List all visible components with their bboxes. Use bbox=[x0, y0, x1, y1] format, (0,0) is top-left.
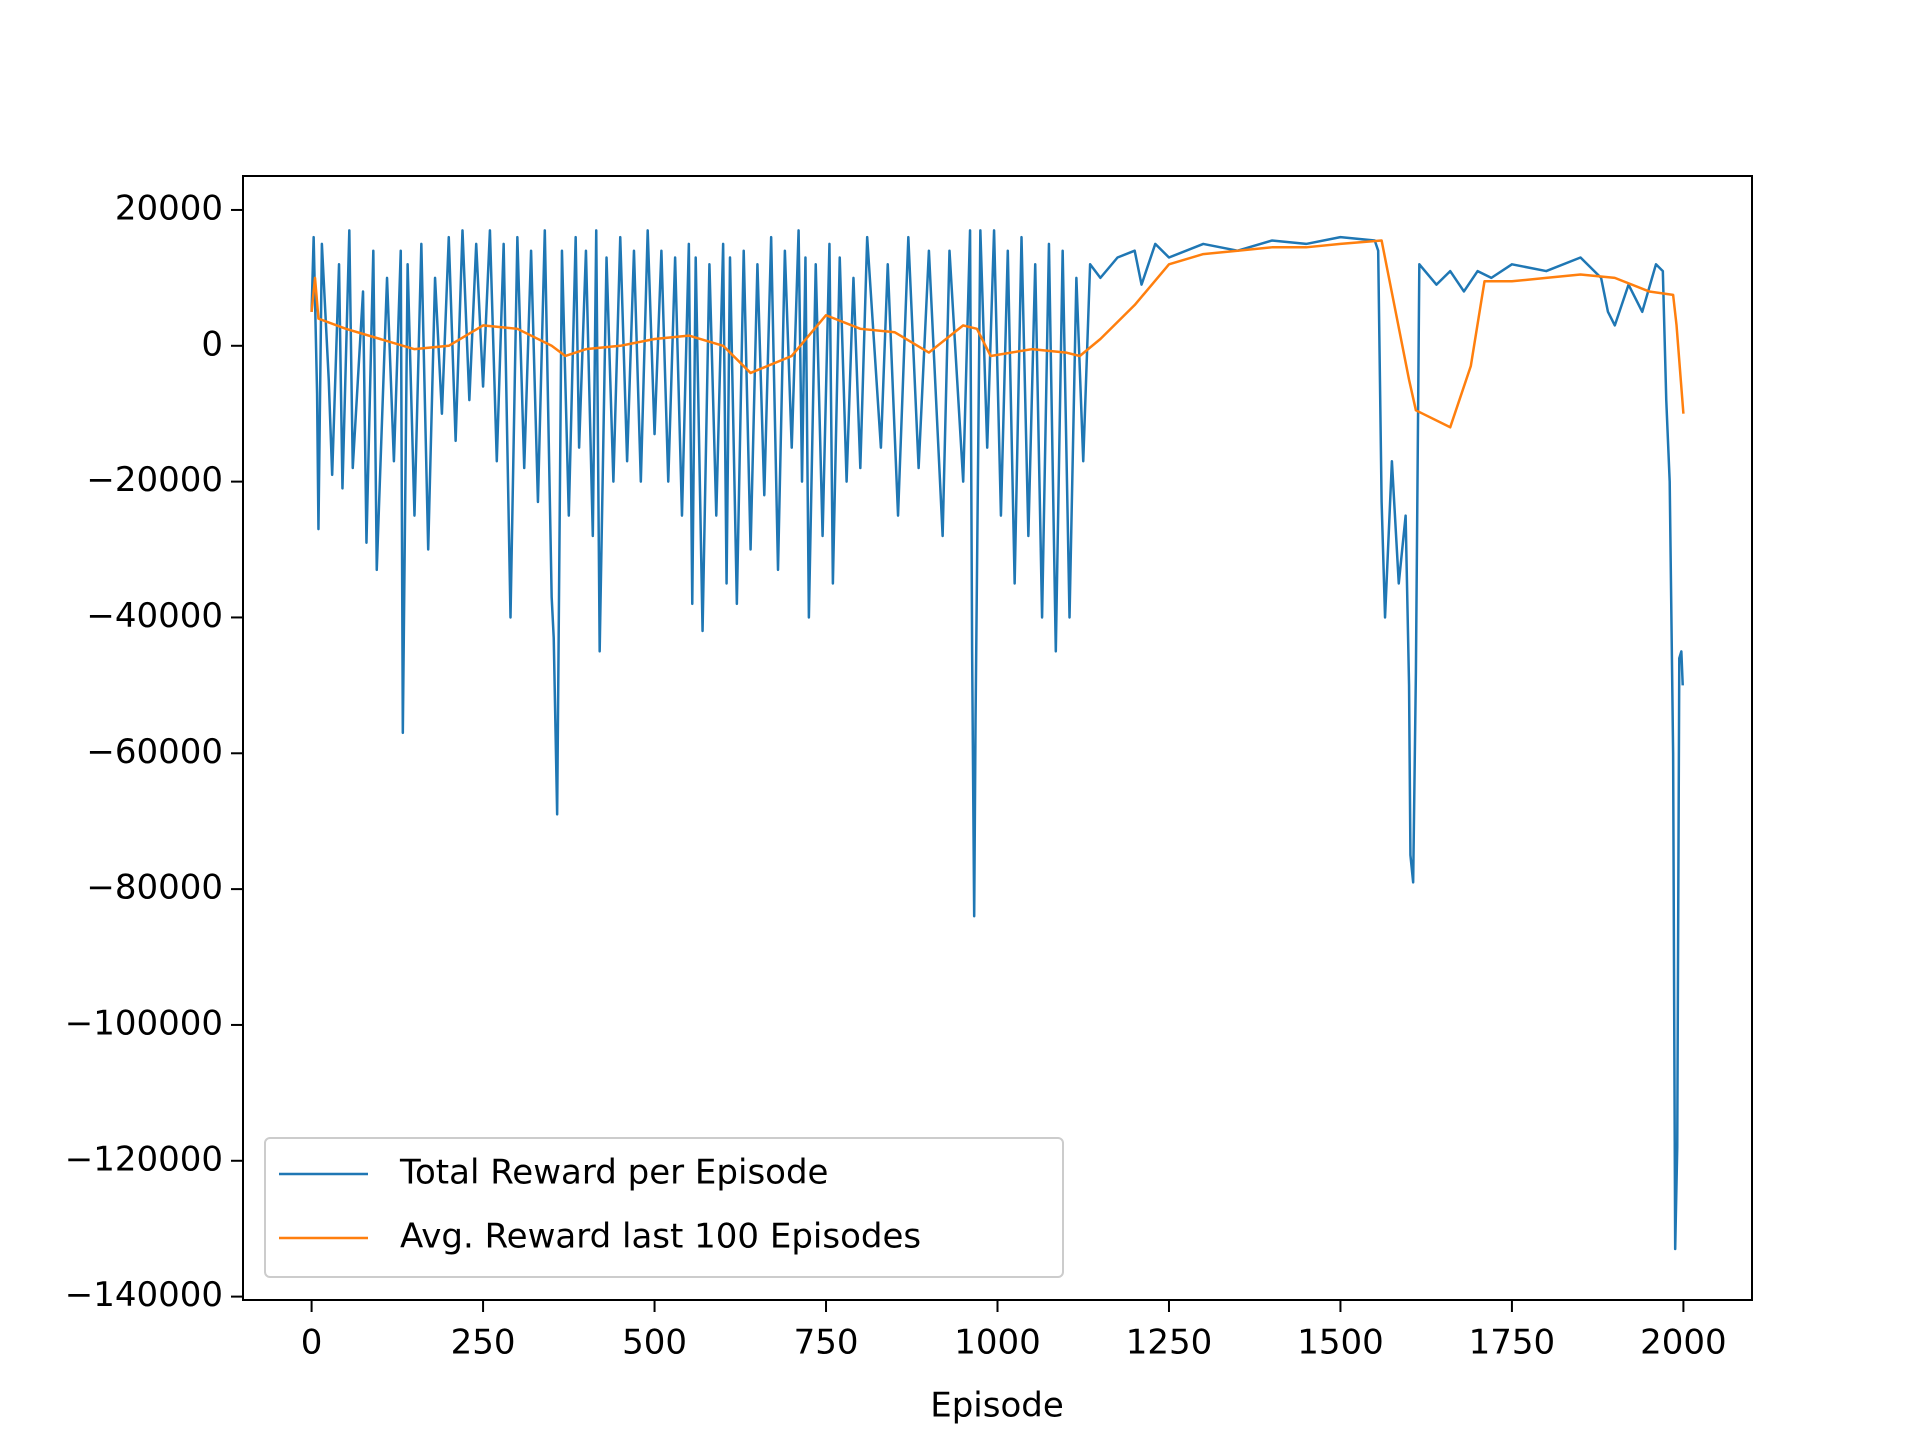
y-tick-label: −20000 bbox=[86, 460, 223, 500]
legend-label: Avg. Reward last 100 Episodes bbox=[400, 1217, 921, 1257]
x-tick-label: 2000 bbox=[1640, 1323, 1727, 1363]
y-tick-label: −140000 bbox=[65, 1275, 223, 1315]
x-tick-label: 1000 bbox=[954, 1323, 1041, 1363]
x-tick-label: 500 bbox=[622, 1323, 687, 1363]
legend-label: Total Reward per Episode bbox=[399, 1153, 828, 1193]
y-tick-label: −100000 bbox=[65, 1003, 223, 1043]
y-tick-label: −60000 bbox=[86, 732, 223, 772]
series-line bbox=[310, 229, 1684, 1251]
x-tick-label: 750 bbox=[794, 1323, 859, 1363]
y-tick-label: −120000 bbox=[65, 1139, 223, 1179]
x-tick-label: 0 bbox=[301, 1323, 323, 1363]
x-tick-label: 1500 bbox=[1297, 1323, 1384, 1363]
legend-box bbox=[264, 1137, 1064, 1278]
x-axis-label: Episode bbox=[930, 1386, 1064, 1426]
y-tick-label: −80000 bbox=[86, 868, 223, 908]
series-line bbox=[310, 239, 1685, 429]
x-tick-label: 1250 bbox=[1126, 1323, 1213, 1363]
x-tick-label: 1750 bbox=[1469, 1323, 1556, 1363]
plot-area bbox=[310, 229, 1685, 1251]
y-tick-label: 0 bbox=[201, 324, 223, 364]
y-tick-label: 20000 bbox=[115, 188, 223, 228]
y-tick-label: −40000 bbox=[86, 596, 223, 636]
x-tick-label: 250 bbox=[451, 1323, 516, 1363]
